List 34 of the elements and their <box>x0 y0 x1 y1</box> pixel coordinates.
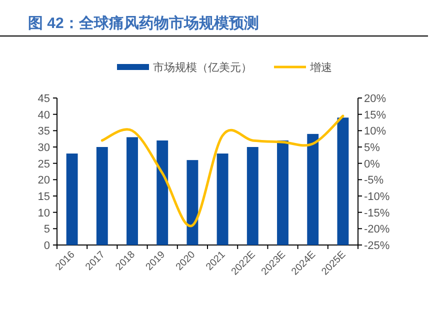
y-tick-label: 35 <box>38 126 50 138</box>
y2-tick-label: 10% <box>364 126 386 138</box>
bar <box>186 160 198 245</box>
bar <box>246 147 258 245</box>
y2-tick-label: -25% <box>364 240 390 252</box>
y2-tick-label: 0% <box>364 158 380 170</box>
chart-title: 图 42：全球痛风药物市场规模预测 <box>28 14 259 32</box>
bar <box>216 154 228 245</box>
y-tick-label: 45 <box>38 93 50 105</box>
y-tick-label: 25 <box>38 158 50 170</box>
y-tick-label: 15 <box>38 191 50 203</box>
y2-tick-label: -5% <box>364 174 384 187</box>
y2-tick-label: 20% <box>364 93 386 105</box>
y-tick-label: 40 <box>38 109 50 122</box>
y-tick-label: 0 <box>44 240 50 252</box>
legend-label: 增速 <box>309 61 332 74</box>
y-tick-label: 20 <box>38 174 50 187</box>
bar <box>96 147 108 245</box>
y2-tick-label: 5% <box>364 142 380 154</box>
legend-label: 市场规模（亿美元） <box>153 61 252 74</box>
bar <box>307 134 319 245</box>
y2-tick-label: -10% <box>364 191 390 203</box>
y2-tick-label: -20% <box>364 224 390 236</box>
bar <box>277 140 288 245</box>
y-tick-label: 30 <box>38 142 50 154</box>
y-tick-label: 5 <box>44 224 50 236</box>
bar <box>156 140 168 245</box>
bar <box>66 154 78 245</box>
bar <box>126 137 138 245</box>
y2-tick-label: 15% <box>364 109 386 122</box>
y-tick-label: 10 <box>38 207 50 220</box>
y2-tick-label: -15% <box>364 207 390 220</box>
bar <box>337 118 349 245</box>
line-series <box>100 114 344 227</box>
